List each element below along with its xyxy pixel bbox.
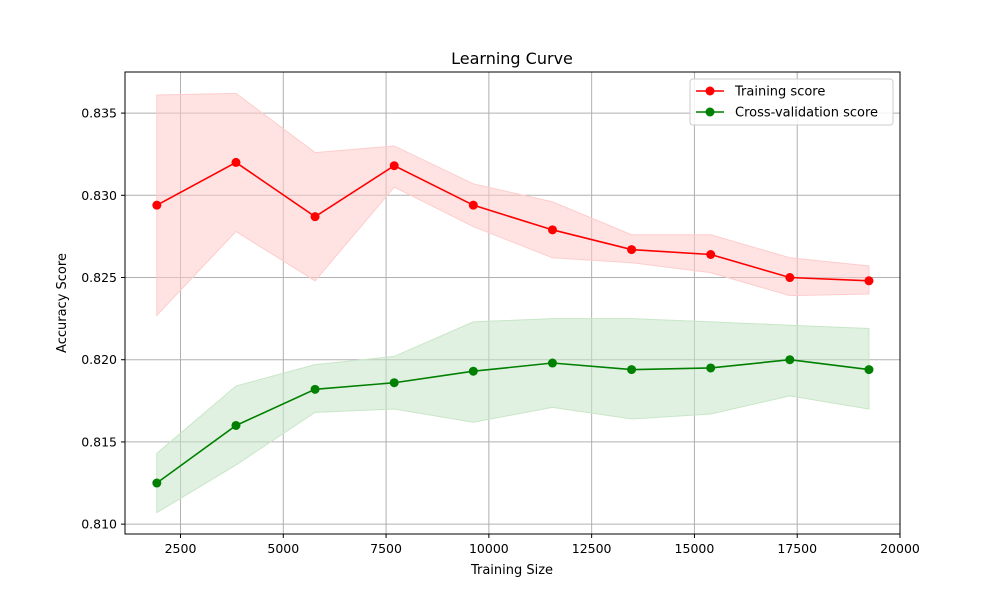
training-score-point	[706, 249, 716, 259]
x-tick-label: 17500	[777, 541, 817, 556]
cv-score-point	[468, 366, 478, 376]
legend-training-marker	[705, 86, 715, 96]
cv-score-point	[785, 355, 795, 365]
legend-cv-marker	[705, 107, 715, 117]
training-score-point	[152, 200, 162, 210]
y-tick-label: 0.830	[81, 188, 117, 203]
y-tick-label: 0.815	[81, 434, 117, 449]
y-tick-label: 0.825	[81, 270, 117, 285]
x-tick-label: 2500	[165, 541, 197, 556]
cv-score-band	[156, 318, 870, 514]
training-score-band	[156, 92, 870, 317]
series-points	[152, 157, 874, 488]
training-score-point	[310, 212, 320, 222]
x-tick-label: 12500	[572, 541, 612, 556]
y-tick-label: 0.835	[81, 106, 117, 121]
legend: Training score Cross-validation score	[689, 78, 894, 126]
cv-score-point	[310, 384, 320, 394]
legend-box	[689, 78, 894, 126]
axis-ticks: 2500 5000 7500 10000 12500 15000 17500 20000 0.8…	[81, 106, 920, 556]
y-tick-label: 0.810	[81, 517, 117, 532]
cv-score-point	[231, 420, 241, 430]
cv-score-point	[152, 478, 162, 488]
cv-score-point	[627, 365, 637, 375]
x-tick-label: 5000	[267, 541, 299, 556]
training-score-point	[231, 157, 241, 167]
training-score-point	[864, 276, 874, 286]
y-tick-label: 0.820	[81, 352, 117, 367]
x-tick-label: 7500	[370, 541, 402, 556]
legend-training-label: Training score	[734, 85, 825, 100]
x-axis-label: Training Size	[470, 563, 553, 578]
cv-score-point	[389, 378, 399, 388]
x-tick-label: 15000	[675, 541, 715, 556]
plot-frame	[124, 71, 901, 535]
legend-cv-label: Cross-validation score	[735, 106, 878, 121]
x-tick-label: 20000	[880, 541, 920, 556]
chart-title: Learning Curve	[451, 49, 573, 68]
confidence-bands	[156, 92, 870, 514]
training-score-point	[468, 200, 478, 210]
training-score-point	[785, 273, 795, 283]
x-tick-label: 10000	[469, 541, 509, 556]
training-score-point	[389, 161, 399, 171]
training-score-line	[156, 161, 869, 282]
cv-score-point	[706, 363, 716, 373]
cv-score-point	[864, 365, 874, 375]
y-axis-label: Accuracy Score	[55, 253, 70, 353]
training-score-point	[627, 245, 637, 255]
cv-score-line	[156, 358, 870, 484]
cv-score-point	[547, 358, 557, 368]
series-lines	[156, 161, 870, 484]
training-score-point	[547, 225, 557, 235]
